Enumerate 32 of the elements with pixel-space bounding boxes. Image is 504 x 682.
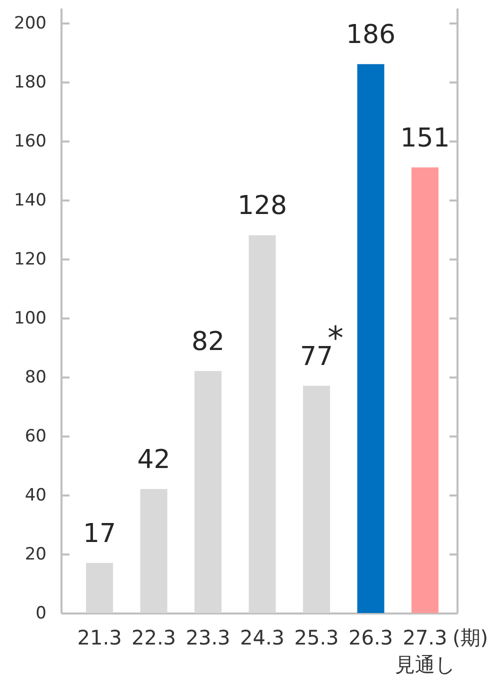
- bar: [140, 489, 168, 613]
- y-tick-label: 20: [24, 544, 46, 564]
- x-tick-label: 25.3: [294, 626, 339, 650]
- x-tick-label: 24.3: [240, 626, 285, 650]
- x-tick-label: 22.3: [132, 626, 176, 650]
- bar: [86, 562, 114, 613]
- y-tick-label: 0: [36, 604, 46, 624]
- y-tick-label: 200: [14, 13, 46, 34]
- y-tick-label: 100: [14, 308, 46, 328]
- y-tick-label: 60: [24, 426, 46, 446]
- y-tick-label: 140: [14, 190, 46, 210]
- y-tick-label: 120: [14, 249, 46, 270]
- x-tick-label: 27.3 見通し: [395, 626, 456, 676]
- x-tick-label: 21.3: [77, 626, 122, 650]
- data-label: 82: [191, 327, 225, 357]
- x-axis-title: (期): [452, 626, 488, 650]
- y-tick-label: 80: [24, 367, 46, 388]
- data-label: 42: [137, 445, 170, 476]
- x-tick-label: 26.3: [348, 626, 394, 650]
- bar: [411, 167, 439, 613]
- y-tick-label: 160: [14, 131, 46, 152]
- y-tick-label: 180: [14, 72, 46, 92]
- bar: [303, 386, 330, 613]
- data-label: 186: [346, 20, 396, 50]
- y-tick-label: 40: [24, 485, 46, 506]
- bar: [194, 371, 222, 613]
- bar: [248, 235, 276, 613]
- data-label: 128: [237, 191, 288, 222]
- data-label: 17: [82, 518, 116, 549]
- data-label: 151: [400, 123, 450, 154]
- bar: [357, 64, 384, 613]
- x-tick-label: 23.3: [186, 626, 230, 650]
